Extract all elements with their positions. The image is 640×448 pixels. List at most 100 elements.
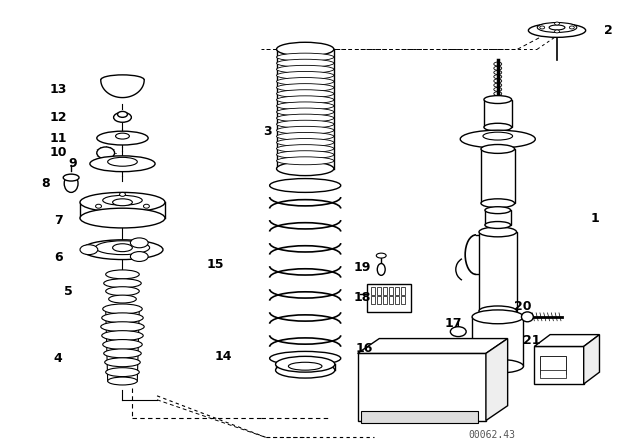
Ellipse shape (113, 199, 132, 206)
Ellipse shape (276, 90, 334, 98)
Ellipse shape (481, 145, 515, 153)
Bar (383, 296, 387, 304)
Ellipse shape (460, 130, 535, 148)
Bar (534, 346, 584, 384)
Ellipse shape (80, 208, 165, 228)
Ellipse shape (100, 322, 144, 332)
Text: 13: 13 (49, 83, 67, 96)
Ellipse shape (109, 295, 136, 303)
Bar (371, 296, 375, 304)
Bar (371, 287, 375, 295)
Text: 2: 2 (604, 24, 612, 37)
Bar (362, 411, 478, 422)
Bar (484, 99, 511, 127)
Text: 3: 3 (263, 125, 272, 138)
Bar (479, 232, 516, 311)
Ellipse shape (484, 95, 511, 103)
Ellipse shape (276, 356, 335, 372)
Bar (481, 149, 515, 203)
Ellipse shape (82, 240, 163, 259)
Ellipse shape (289, 362, 322, 370)
Text: 7: 7 (54, 214, 63, 227)
Polygon shape (534, 335, 600, 346)
Ellipse shape (276, 145, 334, 153)
Text: 17: 17 (445, 317, 462, 330)
Text: 9: 9 (68, 157, 77, 170)
Bar (378, 296, 381, 304)
Ellipse shape (108, 157, 138, 166)
Ellipse shape (103, 340, 142, 349)
Ellipse shape (479, 306, 516, 316)
Bar (485, 210, 511, 225)
Ellipse shape (276, 65, 334, 73)
Ellipse shape (104, 279, 141, 288)
Ellipse shape (269, 351, 340, 365)
Ellipse shape (276, 120, 334, 128)
Polygon shape (486, 339, 508, 421)
Ellipse shape (276, 102, 334, 110)
Ellipse shape (106, 368, 140, 377)
Text: 11: 11 (49, 132, 67, 145)
Ellipse shape (554, 22, 559, 25)
Ellipse shape (118, 112, 127, 117)
Ellipse shape (570, 26, 574, 29)
Ellipse shape (131, 252, 148, 262)
Ellipse shape (102, 331, 143, 340)
Ellipse shape (540, 26, 545, 29)
Text: 12: 12 (49, 111, 67, 124)
Ellipse shape (113, 244, 132, 252)
Ellipse shape (472, 359, 524, 373)
Ellipse shape (102, 313, 143, 323)
Bar (540, 356, 566, 374)
Ellipse shape (113, 112, 131, 122)
Ellipse shape (276, 162, 334, 176)
Ellipse shape (378, 263, 385, 276)
Bar (401, 287, 405, 295)
Text: 14: 14 (214, 350, 232, 363)
Text: 21: 21 (523, 334, 540, 347)
Bar (378, 287, 381, 295)
Ellipse shape (103, 195, 142, 205)
Ellipse shape (276, 78, 334, 86)
Ellipse shape (90, 156, 155, 172)
Ellipse shape (276, 157, 334, 165)
Ellipse shape (143, 204, 149, 208)
Ellipse shape (479, 227, 516, 237)
Ellipse shape (485, 221, 511, 228)
Ellipse shape (485, 207, 511, 214)
Ellipse shape (269, 179, 340, 192)
Ellipse shape (529, 23, 586, 37)
Ellipse shape (376, 253, 386, 258)
Ellipse shape (483, 132, 513, 140)
Ellipse shape (276, 133, 334, 140)
Ellipse shape (95, 241, 150, 254)
Ellipse shape (276, 42, 334, 56)
Text: 5: 5 (64, 284, 72, 297)
Bar (389, 296, 393, 304)
Ellipse shape (451, 327, 466, 336)
Text: 4: 4 (54, 352, 63, 365)
Ellipse shape (472, 310, 524, 324)
Bar (472, 317, 524, 366)
Text: 8: 8 (41, 177, 50, 190)
Ellipse shape (276, 151, 334, 159)
Ellipse shape (64, 175, 78, 192)
Ellipse shape (554, 30, 559, 33)
Ellipse shape (484, 123, 511, 131)
Polygon shape (358, 339, 508, 353)
Ellipse shape (97, 147, 115, 159)
Ellipse shape (276, 108, 334, 116)
Ellipse shape (276, 59, 334, 67)
Bar (395, 296, 399, 304)
Ellipse shape (120, 192, 125, 196)
Text: 15: 15 (207, 258, 224, 271)
Bar (358, 353, 486, 421)
Ellipse shape (276, 362, 335, 378)
Ellipse shape (481, 199, 515, 208)
Ellipse shape (80, 192, 165, 212)
Text: 00062.43: 00062.43 (468, 431, 515, 440)
Ellipse shape (522, 312, 533, 322)
Text: 6: 6 (54, 251, 63, 264)
Ellipse shape (105, 358, 140, 367)
Bar (389, 287, 393, 295)
